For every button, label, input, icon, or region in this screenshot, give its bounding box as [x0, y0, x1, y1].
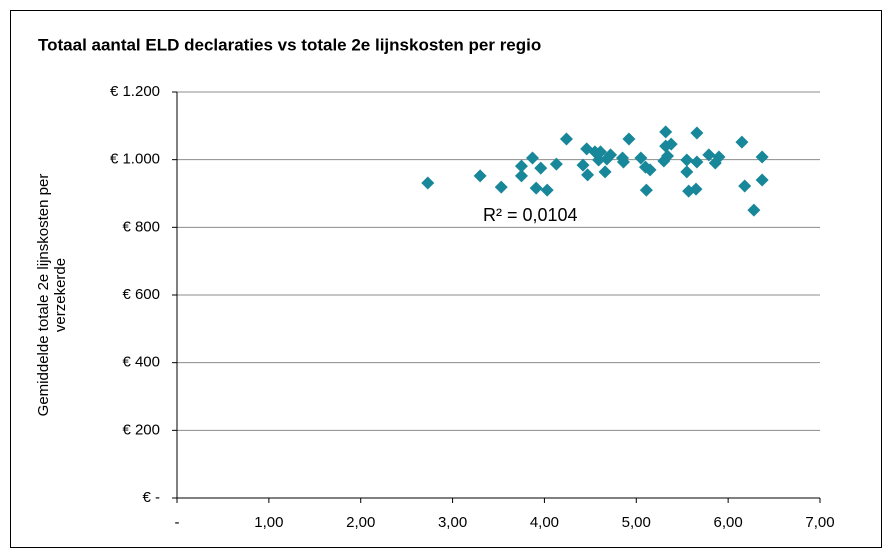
scatter-point	[616, 155, 630, 169]
scatter-point	[639, 183, 653, 197]
x-tick-label: 2,00	[346, 514, 375, 531]
scatter-point	[664, 137, 678, 151]
x-tick-label: -	[175, 514, 180, 531]
scatter-point	[473, 169, 487, 183]
y-tick-label: € 200	[122, 421, 160, 438]
y-axis-title-line: verzekerde	[52, 258, 69, 332]
scatter-point	[525, 151, 539, 165]
scatter-point	[514, 159, 528, 173]
scatter-point	[680, 165, 694, 179]
scatter-point	[576, 158, 590, 172]
scatter-point	[643, 163, 657, 177]
scatter-point	[514, 169, 528, 183]
scatter-point	[421, 176, 435, 190]
scatter-point	[712, 150, 726, 164]
y-tick-label: € 1.000	[110, 151, 160, 168]
scatter-point	[659, 125, 673, 139]
x-tick-label: 4,00	[530, 514, 559, 531]
y-axis-title-line: Gemiddelde totale 2e lijnskosten per	[35, 174, 52, 417]
scatter-point	[604, 148, 618, 162]
scatter-point	[540, 183, 554, 197]
x-tick-label: 5,00	[622, 514, 651, 531]
scatter-point	[738, 179, 752, 193]
scatter-point	[689, 182, 703, 196]
scatter-point	[559, 132, 573, 146]
scatter-point	[690, 155, 704, 169]
y-tick-label: € 400	[122, 354, 160, 371]
scatter-point	[581, 168, 595, 182]
x-tick-label: 1,00	[254, 514, 283, 531]
y-tick-label: € 800	[122, 218, 160, 235]
y-axis-title: Gemiddelde totale 2e lijnskosten per ver…	[35, 174, 69, 417]
scatter-point	[598, 165, 612, 179]
y-tick-label: € 1.200	[110, 83, 160, 100]
y-tick-label: € 600	[122, 286, 160, 303]
scatter-point	[735, 135, 749, 149]
scatter-point	[622, 132, 636, 146]
r-squared-annotation: R² = 0,0104	[483, 205, 578, 225]
scatter-point	[755, 150, 769, 164]
scatter-point	[549, 157, 563, 171]
scatter-point	[690, 126, 704, 140]
x-tick-label: 7,00	[805, 514, 834, 531]
x-tick-label: 6,00	[714, 514, 743, 531]
y-tick-label: € -	[142, 489, 160, 506]
scatter-point	[680, 153, 694, 167]
chart-border	[10, 10, 882, 548]
scatter-point	[593, 145, 607, 159]
scatter-point	[529, 181, 543, 195]
scatter-point	[634, 151, 648, 165]
scatter-point	[702, 148, 716, 162]
scatter-point	[755, 173, 769, 187]
chart-title: Totaal aantal ELD declaraties vs totale …	[38, 35, 541, 54]
scatter-point	[494, 180, 508, 194]
scatter-point	[661, 149, 675, 163]
scatter-point	[534, 161, 548, 175]
x-tick-label: 3,00	[438, 514, 467, 531]
scatter-point	[747, 203, 761, 217]
